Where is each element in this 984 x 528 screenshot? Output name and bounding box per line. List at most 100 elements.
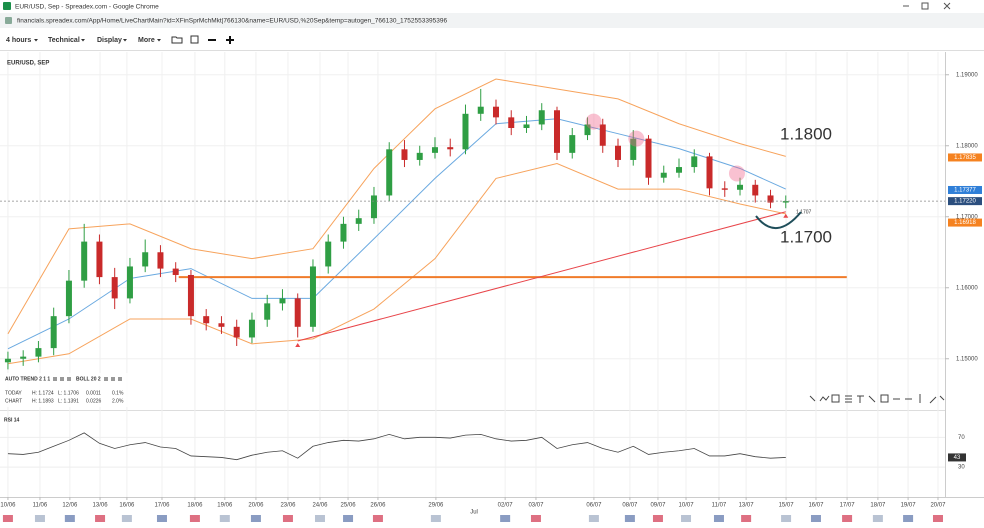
candle-body — [538, 110, 545, 125]
price-badge-label: 1.17835 — [954, 155, 976, 161]
candle-body — [584, 124, 591, 136]
x-tick-label: 13/07 — [739, 503, 755, 509]
flag — [872, 515, 883, 522]
tool-delete[interactable] — [939, 395, 945, 401]
menu-display[interactable]: Display — [97, 37, 122, 44]
caret — [34, 39, 38, 42]
candle-body — [233, 326, 240, 338]
plot: 10/06 11/06 12/06 13/06 16/06 17/06 18/06 19/06… — [0, 52, 978, 522]
candle-body — [264, 303, 271, 320]
flag — [530, 515, 541, 522]
x-tick-label: 15/07 — [779, 503, 795, 509]
x-tick-label: 18/06 — [187, 503, 203, 509]
tool-hline[interactable] — [857, 395, 864, 403]
window-title: EUR/USD, Sep - Spreadex.com - Google Chr… — [15, 4, 159, 11]
y-tick-label: 1.15000 — [956, 356, 978, 362]
candle-body — [96, 241, 103, 278]
price-badge — [948, 197, 982, 206]
candle-body — [218, 323, 225, 327]
flag — [372, 515, 383, 522]
bollinger-upper — [7, 78, 786, 335]
maximize-button[interactable] — [921, 2, 929, 10]
open-button[interactable] — [171, 36, 183, 44]
x-tick-label: 19/06 — [217, 503, 233, 509]
flag — [121, 515, 132, 522]
x-tick-label: 10/07 — [679, 503, 695, 509]
menu-more[interactable]: More — [138, 37, 155, 44]
zoom-in-button[interactable] — [226, 36, 234, 44]
tool-pen[interactable] — [929, 396, 937, 404]
candle-body — [50, 316, 57, 349]
candle-body — [676, 167, 683, 173]
x-tick-label: 09/07 — [650, 503, 666, 509]
flag — [652, 515, 663, 522]
flag — [588, 515, 599, 522]
price-badge-label: 1.16918 — [954, 220, 976, 226]
x-tick-label: 18/07 — [870, 503, 886, 509]
close-button[interactable] — [943, 2, 951, 10]
tool-levels[interactable] — [845, 395, 852, 403]
tool-fib[interactable] — [831, 394, 840, 403]
price-badge — [948, 153, 982, 162]
legend-cell: 0.0011 — [86, 390, 101, 396]
candle-body — [477, 106, 484, 114]
rsi-title: RSI 14 — [4, 417, 20, 423]
x-tick-label: 16/07 — [808, 503, 824, 509]
x-tick-label: 19/07 — [901, 503, 917, 509]
save-button[interactable] — [190, 35, 199, 44]
price-badge-label: 1.17377 — [954, 188, 976, 194]
rsi-badge-label: 43 — [954, 455, 961, 461]
tool-cursor[interactable] — [809, 395, 816, 402]
legend-icon — [118, 377, 122, 381]
menu-technical[interactable]: Technical — [48, 37, 80, 44]
address-bar[interactable] — [0, 13, 984, 28]
legend-icon — [60, 377, 64, 381]
candle-body — [599, 124, 606, 146]
caret — [157, 39, 161, 42]
site-icon — [5, 17, 12, 24]
candle-body — [386, 149, 393, 196]
flag — [250, 515, 261, 522]
x-tick-label: 12/06 — [62, 503, 78, 509]
candle-body — [325, 241, 332, 267]
bollinger-lower — [7, 162, 786, 365]
flag — [903, 515, 914, 522]
flag — [314, 515, 325, 522]
rsi-line — [7, 432, 786, 461]
candle-body — [187, 274, 194, 317]
candle-body — [81, 241, 88, 281]
candle-body — [172, 268, 179, 275]
x-tick-label: 10/06 — [0, 503, 16, 509]
y-tick-label: 1.18000 — [956, 143, 978, 149]
drawing-tools — [809, 394, 945, 404]
menu-timeframe[interactable]: 4 hours — [6, 37, 31, 44]
legend-cell: H: 1.1893 — [32, 398, 54, 404]
tool-rect[interactable] — [880, 394, 889, 403]
candle-body — [370, 195, 377, 219]
url[interactable]: financials.spreadex.com/App/Home/LiveCha… — [17, 18, 447, 25]
candle-body — [737, 184, 744, 190]
flag — [343, 515, 354, 522]
candle-body — [142, 252, 149, 267]
legend-icon — [67, 377, 71, 381]
candle-body — [65, 280, 72, 317]
x-tick-label: 29/06 — [428, 503, 444, 509]
candle-body — [355, 218, 362, 224]
tool-line[interactable] — [819, 395, 830, 402]
flag — [932, 515, 943, 522]
candle-body — [508, 117, 515, 129]
indicator-legend — [2, 373, 130, 407]
x-tick-label: 24/06 — [312, 503, 328, 509]
candle-body — [431, 147, 438, 153]
candle-body — [157, 252, 164, 269]
x-tick-label: 16/06 — [119, 503, 135, 509]
candle-body — [309, 266, 316, 327]
flag — [624, 515, 635, 522]
candle-body — [782, 201, 789, 203]
flag — [156, 515, 167, 522]
flag — [713, 515, 724, 522]
tool-trend[interactable] — [868, 395, 876, 403]
x-tick-label: 23/06 — [280, 503, 296, 509]
annotation-text: 1.1700 — [780, 227, 832, 246]
